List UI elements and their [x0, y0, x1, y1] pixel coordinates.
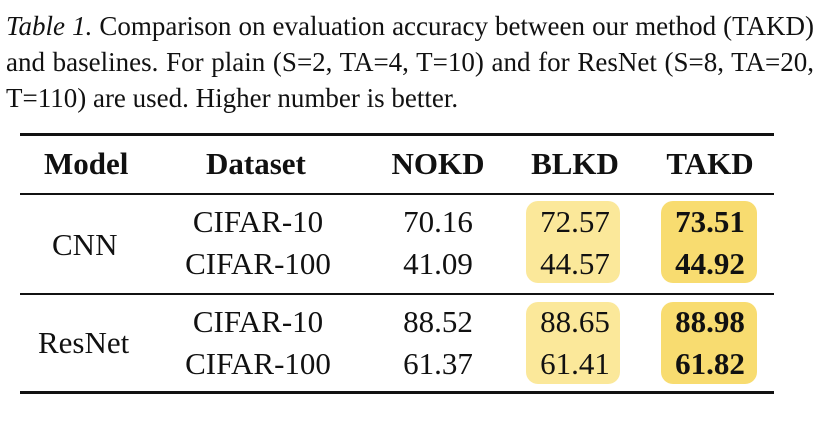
header-nokd: NOKD: [391, 146, 485, 181]
takd-highlight-cnn: [661, 201, 757, 283]
takd-cell: 61.82: [675, 346, 745, 381]
nokd-cell: 88.52: [403, 304, 473, 339]
dataset-cell: CIFAR-10: [192, 204, 324, 239]
caption-label: Table 1.: [6, 11, 93, 41]
takd-highlight-resnet: [661, 302, 757, 384]
blkd-cell: 72.57: [540, 204, 610, 239]
header-blkd: BLKD: [531, 146, 619, 181]
header-rule: [20, 193, 774, 195]
takd-cell: 88.98: [675, 304, 745, 339]
blkd-highlight-cnn: [526, 201, 620, 283]
nokd-cell: 61.37: [403, 346, 473, 381]
blkd-cell: 61.41: [540, 346, 610, 381]
dataset-cell: CIFAR-10: [192, 304, 324, 339]
takd-cell: 73.51: [675, 204, 745, 239]
dataset-cell: CIFAR-100: [185, 246, 331, 281]
blkd-highlight-resnet: [526, 302, 620, 384]
group-rule: [20, 293, 774, 295]
nokd-cell: 70.16: [403, 204, 473, 239]
blkd-cell: 88.65: [540, 304, 610, 339]
header-dataset: Dataset: [206, 146, 306, 181]
nokd-cell: 41.09: [403, 246, 473, 281]
takd-cell: 44.92: [675, 246, 745, 281]
blkd-cell: 44.57: [540, 246, 610, 281]
bottom-rule: [20, 391, 774, 394]
model-cnn: CNN: [52, 227, 118, 262]
top-rule: [20, 133, 774, 136]
caption-text: Comparison on evaluation accuracy betwee…: [6, 11, 814, 113]
header-takd: TAKD: [666, 146, 754, 181]
dataset-cell: CIFAR-100: [185, 346, 331, 381]
model-resnet: ResNet: [38, 325, 130, 360]
table-caption: Table 1. Comparison on evaluation accura…: [6, 8, 814, 116]
header-model: Model: [44, 146, 129, 181]
